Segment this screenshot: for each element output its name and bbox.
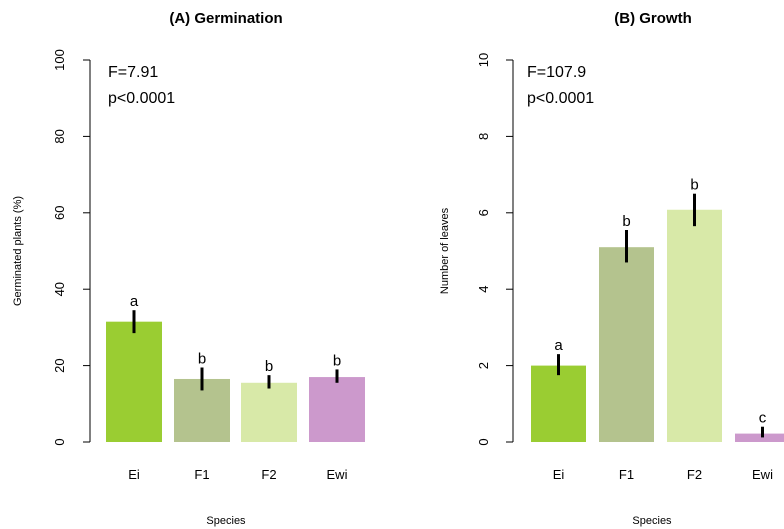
bar-ewi: [309, 377, 365, 442]
p-value-growth: p<0.0001: [527, 90, 594, 107]
x-axis-label-germination: Species: [206, 515, 246, 527]
y-tick-label: 4: [476, 286, 491, 293]
y-tick-label: 0: [476, 438, 491, 445]
x-category-label: F2: [687, 467, 702, 482]
bar-ei: [106, 321, 162, 442]
y-tick-label: 8: [476, 133, 491, 140]
y-tick-label: 60: [52, 206, 67, 220]
x-category-label: F1: [619, 467, 634, 482]
x-category-label: F2: [261, 467, 276, 482]
y-ticks-germination: 0 20 40 60 80 100: [52, 49, 90, 446]
panel-growth: (B) Growth F=107.9 p<0.0001 0 2 4 6 8 10 a Ei b…: [439, 10, 784, 527]
bars-growth: a Ei b F1 b F2 c Ewi: [531, 177, 784, 482]
chart-title-germination: (A) Germination: [169, 10, 282, 27]
p-value-germination: p<0.0001: [108, 90, 175, 107]
significance-letter: b: [622, 213, 630, 230]
x-category-label: Ewi: [327, 467, 348, 482]
x-axis-label-growth: Species: [632, 515, 672, 527]
significance-letter: b: [265, 358, 273, 375]
bars-germination: a Ei b F1 b F2 b Ewi: [106, 293, 365, 482]
y-axis-label-germination: Germinated plants (%): [12, 196, 24, 306]
y-tick-label: 6: [476, 209, 491, 216]
y-tick-label: 0: [52, 438, 67, 445]
f-statistic-growth: F=107.9: [527, 64, 586, 81]
significance-letter: b: [690, 177, 698, 194]
bar-ei: [531, 365, 586, 442]
x-category-label: Ewi: [752, 467, 773, 482]
panel-germination: (A) Germination F=7.91 p<0.0001 0 20 40 60 8…: [12, 10, 365, 527]
significance-letter: b: [333, 352, 341, 369]
y-ticks-growth: 0 2 4 6 8 10: [476, 53, 513, 446]
significance-letter: a: [554, 337, 563, 354]
y-tick-label: 10: [476, 53, 491, 67]
x-category-label: Ei: [128, 467, 140, 482]
bar-ewi: [735, 433, 784, 442]
chart-title-growth: (B) Growth: [614, 10, 691, 27]
y-tick-label: 40: [52, 282, 67, 296]
y-tick-label: 20: [52, 358, 67, 372]
bar-f2: [667, 209, 722, 442]
x-category-label: F1: [194, 467, 209, 482]
significance-letter: c: [759, 410, 767, 427]
bar-f2: [241, 382, 297, 442]
y-tick-label: 80: [52, 129, 67, 143]
y-axis-label-growth: Number of leaves: [439, 207, 451, 294]
significance-letter: b: [198, 351, 206, 368]
bar-f1: [599, 247, 654, 442]
y-tick-label: 2: [476, 362, 491, 369]
x-category-label: Ei: [553, 467, 565, 482]
significance-letter: a: [130, 293, 139, 310]
y-tick-label: 100: [52, 49, 67, 71]
f-statistic-germination: F=7.91: [108, 64, 158, 81]
